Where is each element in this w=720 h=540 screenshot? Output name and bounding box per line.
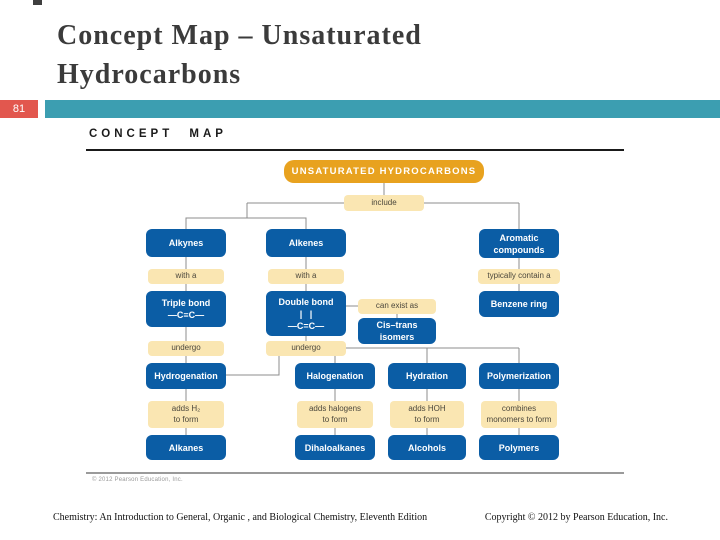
header-accent-bar: [45, 100, 720, 118]
node-adds-h2-to-form: adds H₂ to form: [148, 401, 224, 428]
node-adds-halogens-to-form: adds halogens to form: [297, 401, 373, 428]
top-edge-tick: [33, 0, 42, 5]
node-halogenation: Halogenation: [295, 363, 375, 389]
node-double-bond: Double bond | | —C=C—: [266, 291, 346, 336]
node-adds-hoh-to-form: adds HOH to form: [390, 401, 464, 428]
node-aromatic-compounds: Aromatic compounds: [479, 229, 559, 258]
connector-group: [185, 183, 520, 435]
node-alkenes: Alkenes: [266, 229, 346, 257]
node-triple-bond: Triple bond —C≡C—: [146, 291, 226, 327]
node-with-a-1: with a: [148, 269, 224, 284]
map-credit: © 2012 Pearson Education, Inc.: [92, 477, 183, 483]
node-undergo-2: undergo: [266, 341, 346, 356]
heading-rule: [86, 149, 624, 151]
node-can-exist-as: can exist as: [358, 299, 436, 314]
node-typically-contain-a: typically contain a: [478, 269, 560, 284]
node-alkanes: Alkanes: [146, 435, 226, 460]
node-polymers: Polymers: [479, 435, 559, 460]
node-alkynes: Alkynes: [146, 229, 226, 257]
concept-map-heading: CONCEPT MAP: [89, 128, 227, 140]
footer-copyright: Copyright © 2012 by Pearson Education, I…: [484, 512, 668, 523]
node-dihaloalkanes: Dihaloalkanes: [295, 435, 375, 460]
node-undergo-1: undergo: [148, 341, 224, 356]
node-include: include: [344, 195, 424, 211]
node-hydration: Hydration: [388, 363, 466, 389]
slide-title: Concept Map – Unsaturated Hydrocarbons: [57, 20, 422, 90]
node-polymerization: Polymerization: [479, 363, 559, 389]
map-bottom-rule: [86, 472, 624, 474]
node-hydrogenation: Hydrogenation: [146, 363, 226, 389]
node-benzene-ring: Benzene ring: [479, 291, 559, 317]
node-unsaturated-hydrocarbons: UNSATURATED HYDROCARBONS: [284, 160, 484, 183]
node-cis-trans-isomers: Cis–trans isomers: [358, 318, 436, 344]
node-alcohols: Alcohols: [388, 435, 466, 460]
node-combines-monomers-to-form: combines monomers to form: [481, 401, 557, 428]
node-with-a-2: with a: [268, 269, 344, 284]
page-number-badge: 81: [0, 100, 38, 118]
footer-book-title: Chemistry: An Introduction to General, O…: [53, 512, 428, 523]
